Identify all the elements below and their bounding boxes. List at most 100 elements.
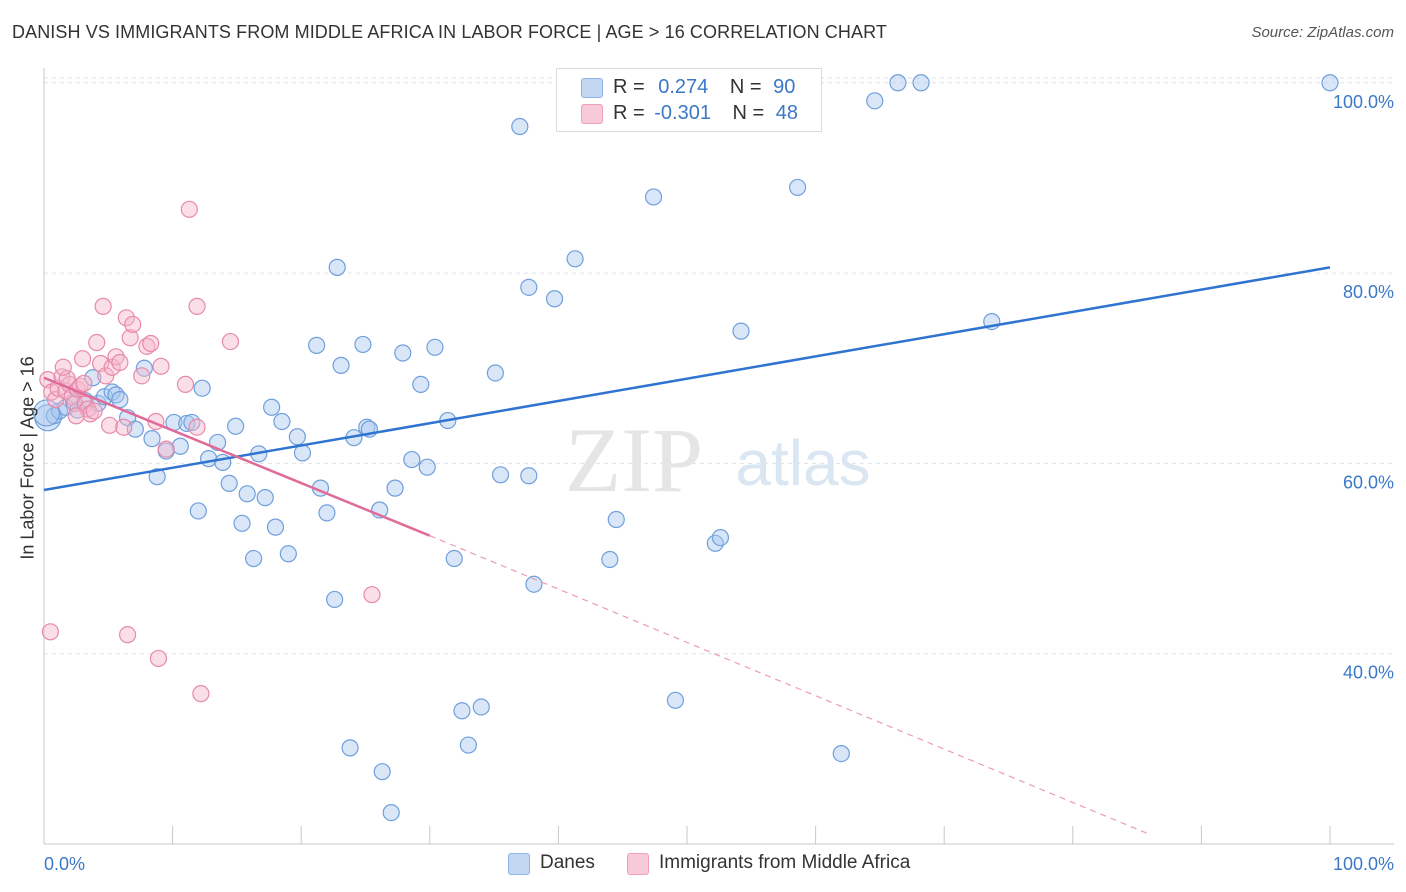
y-tick-label: 40.0% <box>1343 663 1394 683</box>
danes-point <box>426 338 444 356</box>
immigrants-point <box>76 395 94 413</box>
danes-point <box>403 450 421 469</box>
x-tick-label-max: 100.0% <box>1333 854 1394 874</box>
immigrants-point <box>41 623 60 641</box>
r-label: R = <box>613 76 645 98</box>
danes-point <box>445 549 463 568</box>
legend-label-immigrants: Immigrants from Middle Africa <box>659 852 911 873</box>
danes-point <box>386 479 404 497</box>
danes-point <box>308 336 326 354</box>
danes-point <box>644 188 663 206</box>
danes-point <box>238 485 256 503</box>
danes-point <box>1321 74 1339 92</box>
y-tick-label: 100.0% <box>1333 92 1394 112</box>
watermark: ZIP atlas <box>565 409 871 511</box>
immigrants-point <box>75 374 93 393</box>
danes-point <box>382 803 400 822</box>
x-tick-label-min: 0.0% <box>44 854 85 874</box>
danes-point <box>545 290 564 308</box>
y-tick-label: 60.0% <box>1343 472 1394 492</box>
axes <box>43 68 1394 845</box>
legend-label-danes: Danes <box>540 852 595 873</box>
danes-point <box>732 322 750 340</box>
chart-title: DANISH VS IMMIGRANTS FROM MIDDLE AFRICA … <box>12 22 887 42</box>
danes-point <box>227 417 245 435</box>
danes-point <box>318 504 336 522</box>
immigrants-point <box>188 418 206 436</box>
danes-point <box>912 74 930 92</box>
danes-point <box>214 453 232 472</box>
n-label: N = <box>732 102 765 124</box>
stats-text-danes: R = 0.274 N = 90 <box>613 76 795 99</box>
immigrants-point <box>149 649 168 668</box>
immigrants-point <box>118 626 137 644</box>
danes-point <box>256 489 274 507</box>
immigrants-point <box>67 407 85 425</box>
n-value: 48 <box>775 102 799 124</box>
danes-point <box>143 430 161 448</box>
immigrants-point <box>188 297 206 315</box>
r-label: R = <box>613 102 645 124</box>
y-tick-label: 80.0% <box>1343 282 1394 302</box>
immigrants-point <box>94 297 112 315</box>
danes-point <box>84 369 102 387</box>
immigrants-point <box>142 334 160 353</box>
stats-legend: R = 0.274 N = 90 R = -0.301 N = 48 <box>556 68 822 132</box>
danes-point <box>266 518 285 536</box>
danes-point <box>453 702 471 720</box>
danes-trend-line <box>43 266 1331 492</box>
danes-point <box>193 379 211 397</box>
danes-point <box>373 763 391 781</box>
danes-point <box>148 468 166 486</box>
danes-point <box>711 528 730 547</box>
danes-point <box>171 437 189 455</box>
grid-lines <box>44 77 1394 655</box>
n-label: N = <box>729 76 762 98</box>
danes-point <box>486 364 504 382</box>
immigrants-point <box>97 367 115 385</box>
source-label: Source: ZipAtlas.com <box>1251 24 1394 41</box>
danes-point <box>354 335 372 354</box>
danes-point <box>520 278 538 296</box>
immigrants-point <box>100 416 119 434</box>
danes-point <box>511 117 529 136</box>
immigrants-point <box>121 329 139 347</box>
danes-point <box>412 375 430 393</box>
danes-point <box>832 745 850 763</box>
danes-point <box>279 545 297 563</box>
danes-point <box>326 590 344 609</box>
danes-point <box>889 74 907 92</box>
tick-labels: 40.0% 60.0% 80.0% 100.0% 0.0% 100.0% <box>44 92 1394 874</box>
immigrants-point <box>117 309 135 327</box>
stats-text-immigrants: R = -0.301 N = 48 <box>613 102 798 125</box>
immigrants-point <box>157 440 175 458</box>
immigrants-point <box>73 350 92 368</box>
immigrants-point <box>124 315 142 334</box>
immigrants-point <box>115 418 133 436</box>
immigrants-point <box>176 375 195 393</box>
danes-point <box>601 550 619 569</box>
danes-point <box>525 575 543 593</box>
trend-lines <box>43 266 1331 836</box>
stats-swatch-immigrants <box>581 104 603 124</box>
r-value: -0.301 <box>654 102 711 124</box>
immigrants-trend-extension <box>429 535 1151 836</box>
n-value: 90 <box>773 76 796 98</box>
immigrants-point <box>88 333 106 352</box>
danes-point <box>520 467 538 485</box>
danes-point <box>183 413 201 432</box>
immigrants-point <box>54 358 72 376</box>
legend-swatch-danes <box>508 853 530 875</box>
danes-point <box>200 450 218 468</box>
danes-point <box>341 739 359 757</box>
danes-point <box>220 474 238 492</box>
watermark-atlas: atlas <box>735 427 870 499</box>
immigrants-point <box>111 353 129 372</box>
danes-point <box>233 514 251 532</box>
danes-point <box>491 466 510 484</box>
danes-point <box>394 344 412 362</box>
danes-point <box>328 258 346 276</box>
danes-point <box>472 698 490 716</box>
immigrants-point <box>152 357 170 375</box>
